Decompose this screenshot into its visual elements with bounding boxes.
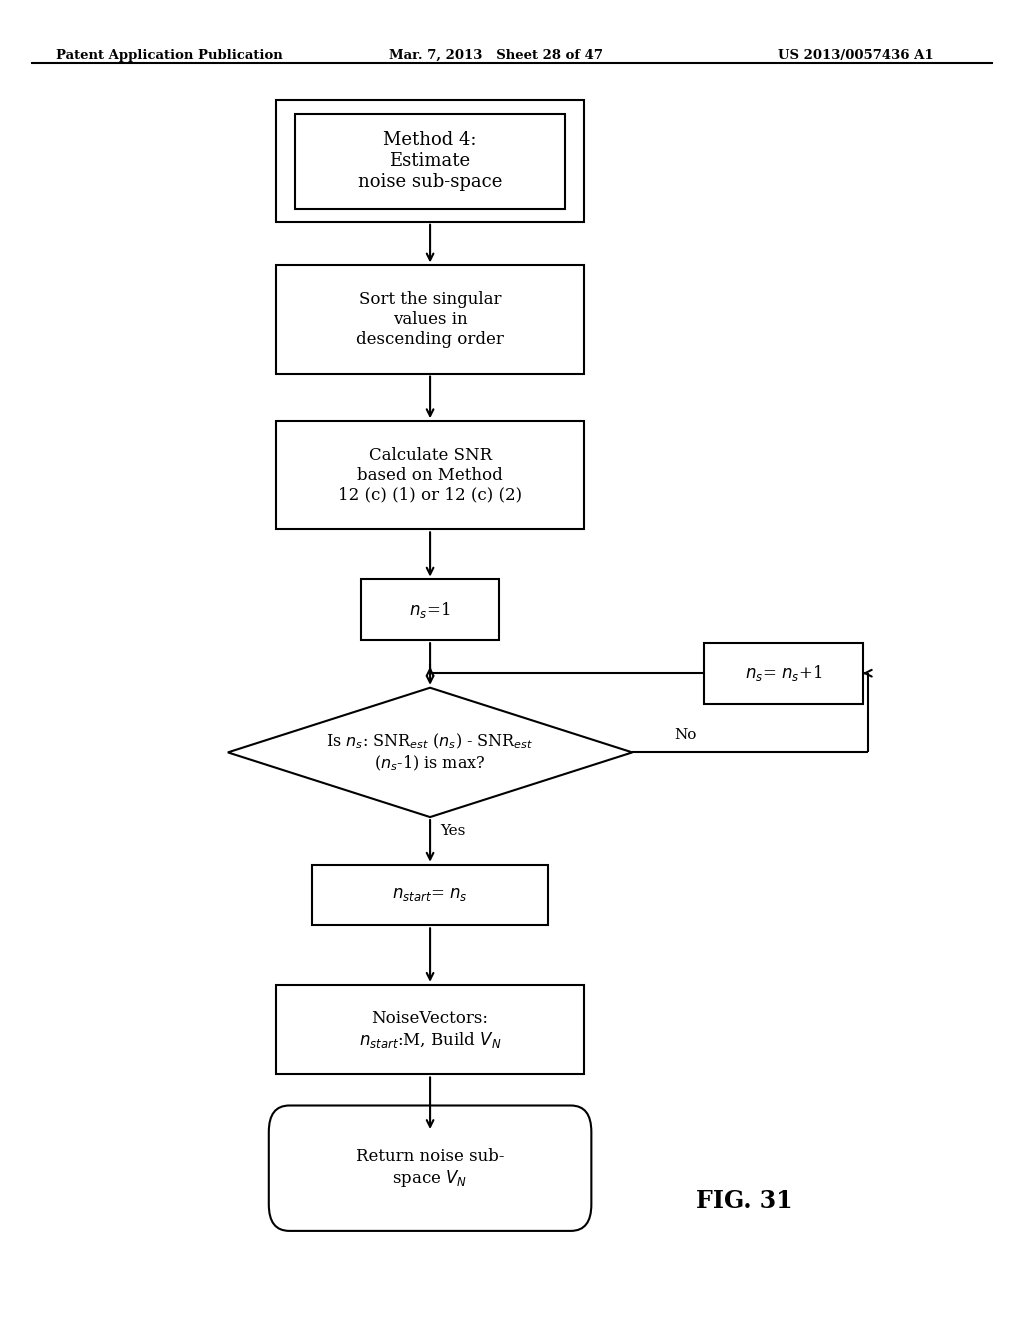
FancyBboxPatch shape: [268, 1106, 591, 1230]
Text: NoiseVectors:
$n_{start}$:M, Build $V_N$: NoiseVectors: $n_{start}$:M, Build $V_N$: [358, 1010, 502, 1049]
Text: $n_s$=1: $n_s$=1: [410, 599, 451, 620]
Text: Yes: Yes: [440, 824, 465, 838]
FancyBboxPatch shape: [276, 100, 584, 222]
Text: Is $n_s$: SNR$_{est}$ ($n_s$) - SNR$_{est}$
($n_s$-1) is max?: Is $n_s$: SNR$_{est}$ ($n_s$) - SNR$_{es…: [327, 731, 534, 774]
FancyBboxPatch shape: [360, 579, 500, 640]
Text: US 2013/0057436 A1: US 2013/0057436 A1: [778, 49, 934, 62]
FancyBboxPatch shape: [295, 114, 565, 209]
Text: Return noise sub-
space $V_N$: Return noise sub- space $V_N$: [355, 1147, 505, 1189]
Text: Sort the singular
values in
descending order: Sort the singular values in descending o…: [356, 292, 504, 347]
Text: Mar. 7, 2013   Sheet 28 of 47: Mar. 7, 2013 Sheet 28 of 47: [389, 49, 603, 62]
Polygon shape: [227, 688, 632, 817]
Text: Patent Application Publication: Patent Application Publication: [56, 49, 283, 62]
FancyBboxPatch shape: [705, 643, 862, 704]
FancyBboxPatch shape: [276, 985, 584, 1074]
FancyBboxPatch shape: [312, 865, 548, 925]
FancyBboxPatch shape: [276, 265, 584, 374]
FancyBboxPatch shape: [276, 421, 584, 529]
Text: No: No: [675, 727, 696, 742]
Text: $n_{start}$= $n_s$: $n_{start}$= $n_s$: [392, 887, 468, 903]
Text: $n_s$= $n_s$+1: $n_s$= $n_s$+1: [744, 663, 822, 684]
Text: Method 4:
Estimate
noise sub-space: Method 4: Estimate noise sub-space: [358, 131, 502, 191]
Text: Calculate SNR
based on Method
12 (c) (1) or 12 (c) (2): Calculate SNR based on Method 12 (c) (1)…: [338, 447, 522, 503]
Text: FIG. 31: FIG. 31: [696, 1189, 793, 1213]
